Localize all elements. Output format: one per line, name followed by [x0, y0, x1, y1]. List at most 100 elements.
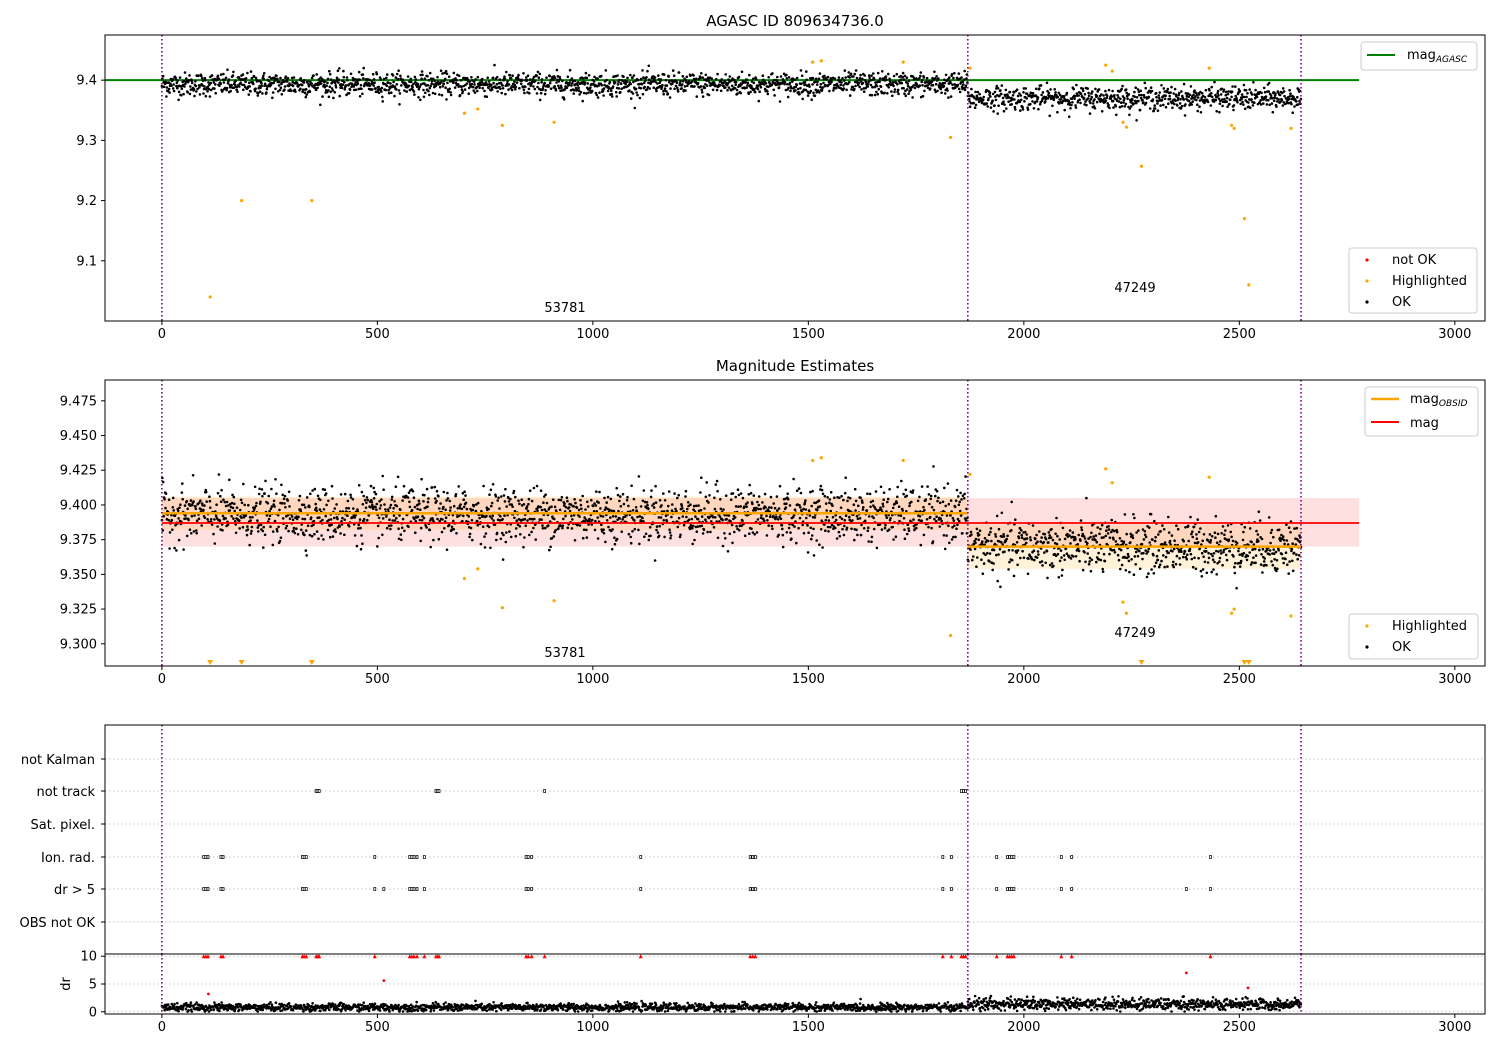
ok-point [681, 507, 684, 510]
ok-point [1250, 93, 1254, 96]
ok-point [1010, 558, 1014, 562]
ok-point [949, 81, 952, 85]
ok-point [185, 77, 188, 80]
ok-point [953, 524, 956, 527]
ok-point [615, 95, 618, 98]
ok-point [230, 501, 234, 505]
ok-point [613, 542, 617, 546]
ok-point [1242, 83, 1246, 87]
ok-point [899, 514, 903, 517]
ok-point [313, 487, 317, 491]
ok-point [377, 536, 381, 540]
ok-point [261, 494, 264, 498]
ok-point [991, 568, 994, 572]
ok-point [810, 534, 814, 537]
ok-point [361, 73, 365, 76]
ok-point [411, 85, 414, 89]
ok-point [1082, 96, 1086, 100]
ok-point [419, 539, 423, 543]
ok-point [599, 507, 602, 510]
ok-point [1062, 554, 1066, 557]
ok-point [814, 88, 818, 92]
ok-point [996, 87, 1000, 90]
ok-point [1243, 95, 1246, 99]
ok-point [799, 491, 803, 495]
ok-point [222, 72, 225, 76]
ok-point [859, 496, 862, 500]
ok-point [1143, 530, 1147, 533]
ok-point [490, 504, 493, 508]
ok-point [358, 518, 362, 521]
ok-point [971, 558, 974, 562]
ok-point [420, 519, 424, 522]
ok-point [848, 76, 851, 79]
ok-point [1209, 104, 1213, 107]
ok-point [1119, 101, 1123, 104]
ok-point [1049, 88, 1052, 91]
ok-point [509, 77, 513, 80]
ok-point [301, 88, 305, 91]
ok-point [384, 508, 387, 511]
ok-point [840, 81, 843, 84]
ok-point [207, 87, 211, 91]
ok-point [705, 84, 709, 87]
ok-point [525, 78, 529, 82]
ok-point [1138, 108, 1142, 112]
ok-point [499, 515, 502, 518]
ok-point [636, 93, 639, 97]
ok-point [1230, 535, 1233, 539]
ok-point [407, 525, 410, 528]
ok-point [230, 83, 233, 87]
ok-point [1180, 550, 1183, 553]
ok-point [1136, 88, 1140, 91]
ok-point [1244, 89, 1248, 92]
ok-point [1173, 539, 1176, 542]
ok-point [1075, 92, 1079, 95]
ok-point [522, 88, 526, 92]
ok-point [1063, 108, 1066, 112]
ok-point [481, 525, 485, 528]
ok-point [1154, 535, 1157, 539]
ok-point [1074, 538, 1077, 541]
ok-point [839, 83, 842, 87]
ok-point [193, 94, 196, 98]
ok-point [992, 548, 996, 552]
ok-point [902, 86, 905, 90]
ok-point [667, 490, 671, 493]
ok-point [1133, 95, 1137, 99]
ok-point [854, 509, 857, 512]
ok-point [587, 91, 590, 94]
ok-point [271, 96, 274, 100]
ok-point [214, 91, 217, 95]
ok-point [178, 76, 182, 79]
ok-point [1245, 95, 1248, 99]
ok-point [341, 83, 345, 86]
ok-point [936, 89, 939, 93]
ok-point [581, 77, 585, 80]
ok-point [430, 80, 434, 83]
ok-point [648, 526, 652, 529]
ok-point [1154, 91, 1158, 95]
ok-point [868, 76, 871, 80]
ok-point [590, 89, 594, 93]
ok-point [508, 73, 512, 77]
ok-point [1142, 93, 1146, 97]
ok-point [285, 524, 289, 528]
ok-point [419, 98, 422, 102]
ok-point [1166, 87, 1170, 91]
ok-point [757, 503, 761, 507]
ok-point [1019, 94, 1023, 97]
ok-point [177, 517, 180, 520]
ok-point [514, 534, 518, 538]
ok-point [610, 547, 614, 551]
ok-point [932, 465, 935, 468]
ok-point [922, 505, 925, 509]
ok-point [669, 87, 672, 90]
ok-point [877, 87, 880, 91]
ok-point [880, 528, 884, 531]
ok-point [387, 524, 391, 528]
ok-point [1038, 87, 1041, 90]
ok-point [1029, 102, 1032, 106]
ok-point [792, 477, 795, 481]
ok-point [692, 74, 695, 77]
